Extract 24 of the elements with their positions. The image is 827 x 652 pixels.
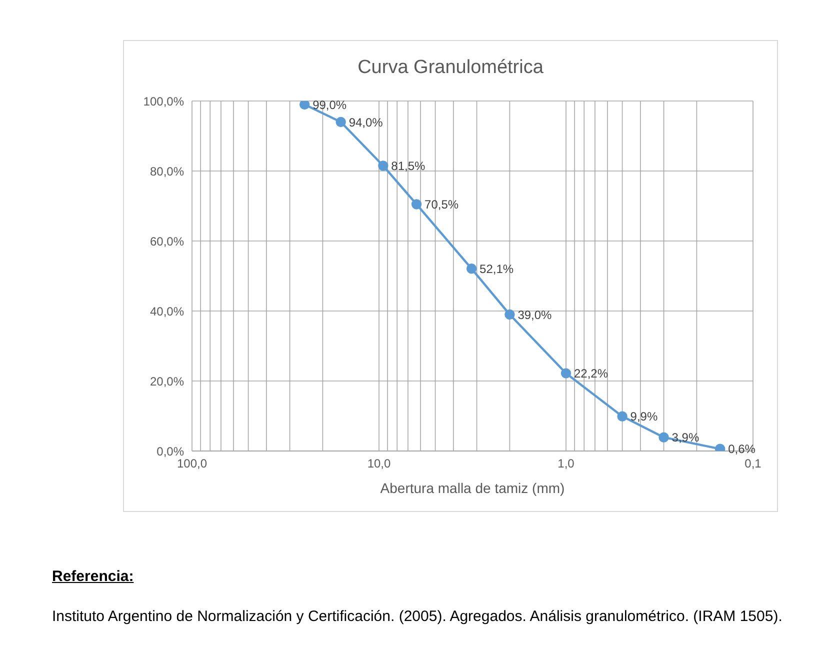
data-label: 70,5% (424, 198, 459, 212)
x-axis-title: Abertura malla de tamiz (mm) (380, 480, 565, 496)
y-tick-label: 40,0% (150, 304, 184, 318)
x-tick-label: 1,0 (558, 456, 575, 471)
data-label: 3,9% (672, 430, 700, 445)
data-label: 9,9% (630, 410, 658, 424)
y-tick-label: 100,0% (143, 94, 184, 108)
data-label: 81,5% (391, 159, 426, 174)
data-label: 0,6% (728, 442, 756, 456)
data-label: 39,0% (518, 308, 552, 322)
data-label: 52,1% (480, 262, 514, 276)
data-label: 94,0% (348, 115, 384, 130)
text: Referencia: (52, 568, 134, 585)
data-label: 22,2% (574, 366, 608, 381)
y-tick-label: 0,0% (156, 444, 184, 458)
x-tick-label: 10,0 (367, 456, 391, 471)
x-tick-label: 100,0 (176, 456, 208, 471)
y-tick-label: 80,0% (150, 164, 184, 178)
data-label: 99,0% (312, 98, 347, 112)
chart-title: Curva Granulométrica (356, 57, 544, 79)
y-tick-label: 20,0% (150, 374, 184, 388)
y-tick-label: 60,0% (150, 234, 184, 248)
x-tick-label: 0,1 (744, 456, 762, 471)
text: Instituto Argentino de Normalización y Certificación. (2005). Agregados. Análisis granulométrico. (IRAM 1505). (52, 607, 784, 627)
